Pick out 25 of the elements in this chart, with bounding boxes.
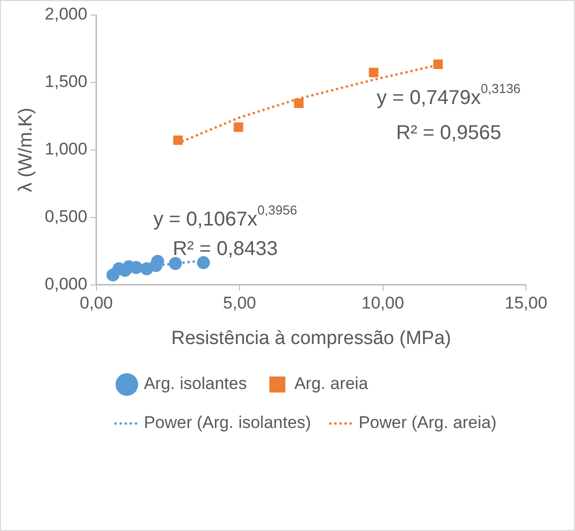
annotation: R² = 0,9565: [396, 122, 502, 144]
y-tick-label: 1,500: [44, 72, 88, 92]
point: [368, 68, 378, 78]
y-tick-label: 2,000: [44, 4, 88, 24]
annotation: R² = 0,8433: [172, 238, 278, 260]
x-tick-label: 5,00: [223, 294, 256, 313]
legend-label: Power (Arg. areia): [358, 413, 497, 432]
point: [433, 59, 443, 69]
x-tick-label: 10,00: [362, 294, 404, 313]
y-tick-label: 0,000: [44, 274, 88, 294]
point: [294, 98, 304, 108]
x-axis-title: Resistência à compressão (MPa): [171, 328, 452, 349]
point: [196, 256, 210, 270]
point: [168, 256, 182, 270]
y-tick-label: 1,000: [44, 140, 88, 159]
x-tick-label: 0,00: [80, 294, 113, 313]
legend-label: Arg. isolantes: [144, 374, 247, 394]
point: [173, 135, 183, 145]
y-tick-label: 0,500: [44, 207, 88, 226]
y-axis-title: λ (W/m.K): [16, 108, 37, 192]
legend-label: Power (Arg. isolantes): [144, 413, 312, 432]
point: [151, 254, 164, 268]
point: [234, 122, 244, 132]
legend-label: Arg. areia: [294, 374, 369, 394]
x-tick-label: 15,00: [504, 294, 548, 313]
